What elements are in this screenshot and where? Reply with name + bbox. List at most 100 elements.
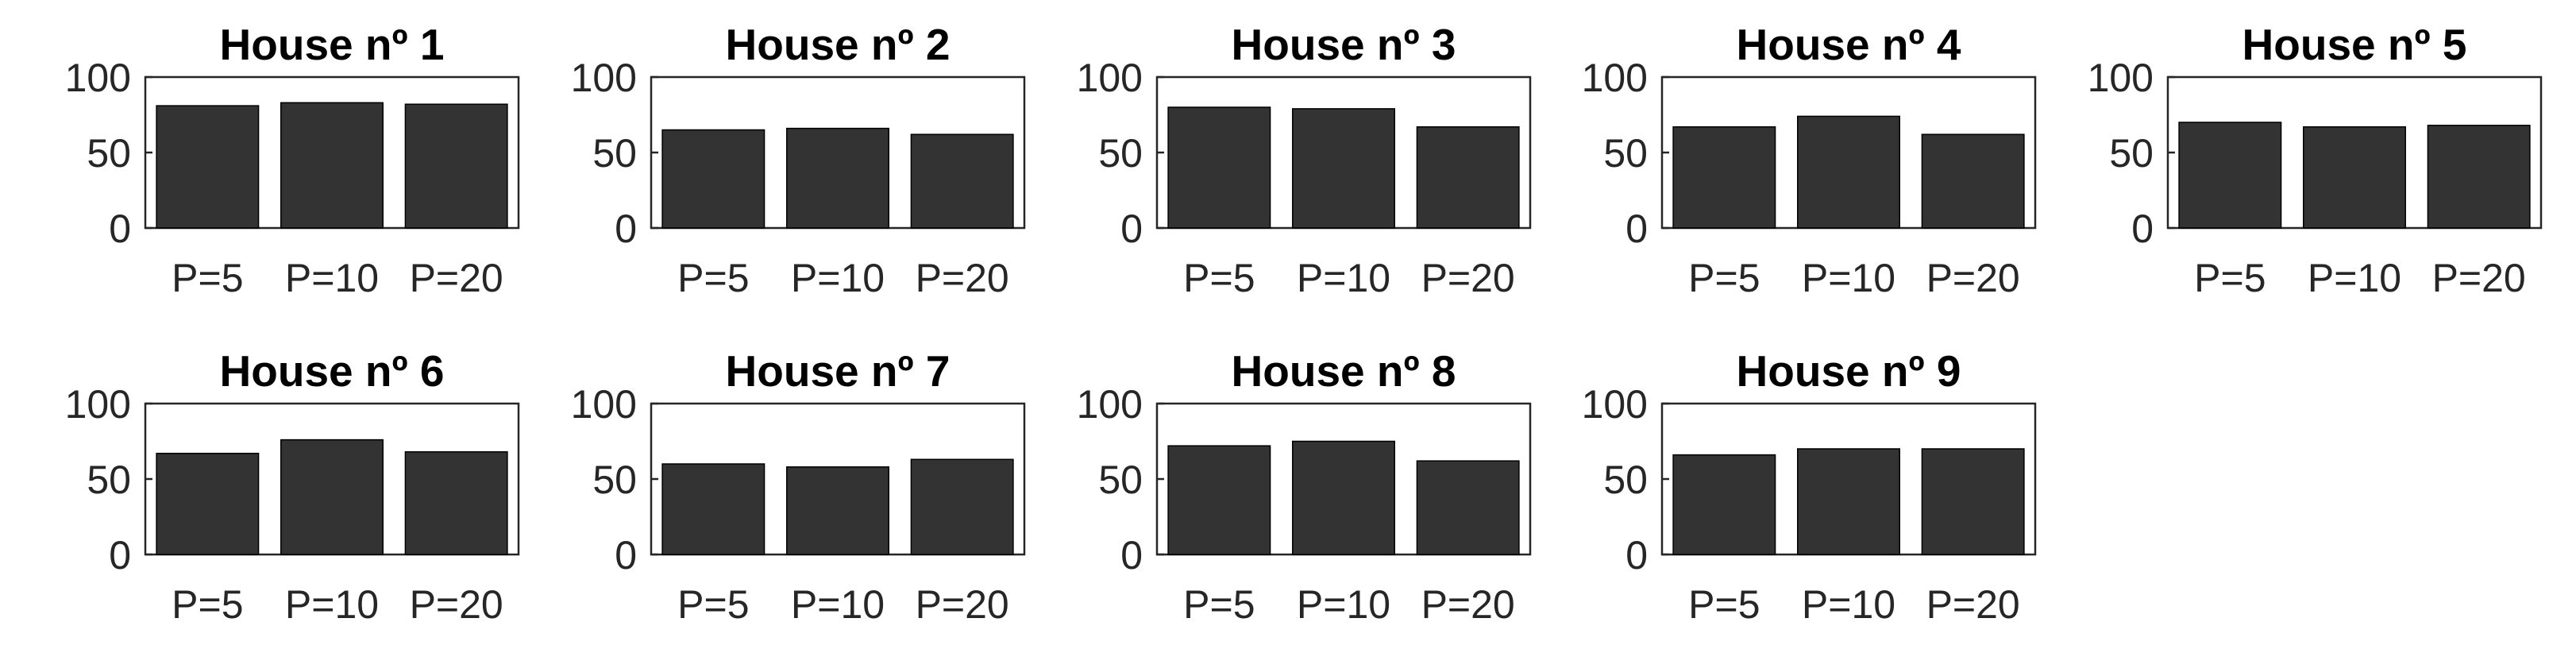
y-tick-label: 50: [592, 458, 637, 502]
x-tick-label: P=5: [1183, 256, 1255, 300]
y-tick-label: 0: [1625, 533, 1648, 578]
x-tick-label: P=5: [677, 256, 749, 300]
x-tick-label: P=20: [2432, 256, 2526, 300]
panel-title: House nº 5: [2242, 20, 2467, 69]
bar-p-5: [1167, 106, 1271, 229]
panel-title: House nº 8: [1232, 346, 1456, 396]
panel-house-1: House nº 1 0 50 100 P=5 P=10 P=20: [65, 20, 520, 300]
panel-title: House nº 7: [726, 346, 951, 396]
panel-title: House nº 2: [726, 20, 951, 69]
x-tick-label: P=20: [410, 256, 503, 300]
x-tick-label: P=5: [1183, 582, 1255, 627]
y-tick-label: 100: [1582, 382, 1648, 427]
bar-p-5: [156, 452, 260, 555]
y-tick-label: 100: [571, 382, 637, 427]
x-tick-label: P=10: [285, 582, 379, 627]
y-tick-label: 100: [1582, 56, 1648, 100]
bar-p-20: [910, 458, 1014, 555]
y-tick-label: 50: [1098, 131, 1143, 176]
panel-house-4: House nº 4 0 50 100 P=5 P=10 P=20: [1582, 20, 2037, 300]
panel-house-5: House nº 5 0 50 100 P=5 P=10 P=20: [2088, 20, 2543, 300]
panel-title: House nº 6: [220, 346, 445, 396]
bar-p-10: [280, 439, 384, 555]
x-tick-label: P=5: [172, 256, 243, 300]
bar-p-20: [404, 103, 508, 229]
bar-p-5: [1167, 445, 1271, 555]
bar-p-10: [1292, 108, 1395, 229]
x-tick-label: P=5: [2194, 256, 2266, 300]
y-tick-label: 100: [65, 382, 131, 427]
x-tick-label: P=10: [791, 582, 885, 627]
y-tick-label: 100: [2088, 56, 2154, 100]
x-tick-label: P=10: [2308, 256, 2401, 300]
x-tick-label: P=20: [410, 582, 503, 627]
x-tick-label: P=5: [1688, 256, 1760, 300]
bar-p-20: [1416, 126, 1520, 229]
panel-house-9: House nº 9 0 50 100 P=5 P=10 P=20: [1582, 346, 2037, 627]
y-tick-label: 100: [1077, 56, 1143, 100]
bar-p-10: [1797, 115, 1900, 229]
panel-title: House nº 4: [1737, 20, 1961, 69]
x-tick-label: P=10: [1297, 256, 1390, 300]
panel-title: House nº 9: [1737, 346, 1961, 396]
x-tick-label: P=20: [1421, 582, 1515, 627]
panel-house-2: House nº 2 0 50 100 P=5 P=10 P=20: [571, 20, 1026, 300]
x-tick-label: P=20: [1926, 582, 2020, 627]
bar-p-10: [1797, 448, 1900, 555]
y-tick-label: 0: [615, 533, 637, 578]
y-tick-label: 0: [109, 207, 131, 251]
y-tick-label: 0: [1120, 207, 1143, 251]
y-tick-label: 50: [2109, 131, 2154, 176]
bar-p-20: [1921, 448, 2025, 555]
x-tick-label: P=10: [1802, 582, 1895, 627]
x-tick-label: P=10: [1802, 256, 1895, 300]
bar-p-5: [1672, 454, 1776, 555]
panel-house-3: House nº 3 0 50 100 P=5 P=10 P=20: [1077, 20, 1532, 300]
bar-p-20: [2427, 125, 2531, 229]
bar-p-10: [280, 102, 384, 229]
panel-house-7: House nº 7 0 50 100 P=5 P=10 P=20: [571, 346, 1026, 627]
y-tick-label: 50: [592, 131, 637, 176]
y-tick-label: 100: [65, 56, 131, 100]
y-tick-label: 50: [1603, 131, 1648, 176]
bar-p-20: [1416, 460, 1520, 555]
y-tick-label: 0: [1625, 207, 1648, 251]
y-tick-label: 0: [2131, 207, 2154, 251]
bar-p-5: [1672, 126, 1776, 229]
panel-house-6: House nº 6 0 50 100 P=5 P=10 P=20: [65, 346, 520, 627]
bar-p-5: [2178, 122, 2282, 229]
y-tick-label: 100: [1077, 382, 1143, 427]
panel-title: House nº 3: [1232, 20, 1456, 69]
bar-p-5: [156, 105, 260, 229]
x-tick-label: P=5: [172, 582, 243, 627]
bar-p-5: [661, 129, 765, 229]
y-tick-label: 0: [615, 207, 637, 251]
x-tick-label: P=10: [791, 256, 885, 300]
bar-p-10: [2303, 126, 2406, 229]
y-tick-label: 50: [1603, 458, 1648, 502]
y-tick-label: 0: [1120, 533, 1143, 578]
x-tick-label: P=10: [1297, 582, 1390, 627]
x-tick-label: P=20: [916, 582, 1009, 627]
bar-p-10: [1292, 440, 1395, 555]
panel-title: House nº 1: [220, 20, 445, 69]
bar-p-10: [786, 127, 889, 229]
bar-p-20: [404, 451, 508, 555]
x-tick-label: P=5: [1688, 582, 1760, 627]
bar-p-20: [1921, 133, 2025, 229]
bar-p-5: [661, 463, 765, 555]
x-tick-label: P=10: [285, 256, 379, 300]
y-tick-label: 0: [109, 533, 131, 578]
x-tick-label: P=5: [677, 582, 749, 627]
y-tick-label: 50: [87, 131, 131, 176]
x-tick-label: P=20: [1421, 256, 1515, 300]
y-tick-label: 50: [1098, 458, 1143, 502]
y-tick-label: 100: [571, 56, 637, 100]
bar-p-20: [910, 133, 1014, 229]
bar-p-10: [786, 466, 889, 555]
x-tick-label: P=20: [1926, 256, 2020, 300]
y-tick-label: 50: [87, 458, 131, 502]
x-tick-label: P=20: [916, 256, 1009, 300]
panel-house-8: House nº 8 0 50 100 P=5 P=10 P=20: [1077, 346, 1532, 627]
